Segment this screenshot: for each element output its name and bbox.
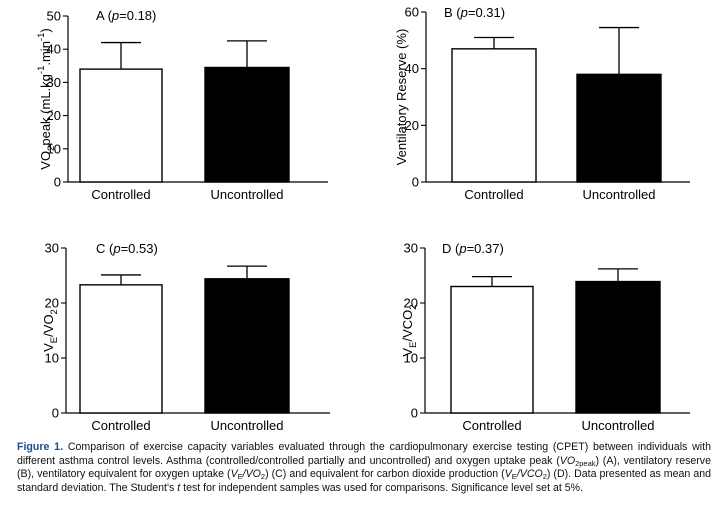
y-tick-label: 0	[52, 406, 59, 421]
y-axis-label-part: -1	[36, 33, 47, 41]
panel-label: C (	[96, 241, 114, 256]
p-symbol: p	[111, 8, 119, 23]
caption-run: V	[230, 468, 238, 481]
y-axis-label-part: 2	[49, 309, 60, 314]
y-tick-label: 10	[47, 141, 61, 156]
caption-label: Figure 1.	[17, 441, 64, 453]
y-tick-label: 0	[411, 406, 418, 421]
x-category-label: Controlled	[91, 418, 150, 433]
bar-controlled	[79, 68, 163, 183]
y-tick-label: 10	[45, 351, 59, 366]
caption-run: E	[237, 472, 243, 482]
p-value: =0.53)	[121, 241, 158, 256]
p-value: =0.18)	[119, 8, 156, 23]
y-axis-label-part: -1	[36, 66, 47, 74]
y-axis-label-part: V	[400, 348, 415, 357]
y-axis-label-part: /VCO	[400, 310, 415, 342]
y-axis-label-part: /VO	[41, 314, 56, 336]
caption-run: 2	[260, 472, 266, 482]
x-category-label: Controlled	[464, 187, 523, 202]
caption-run: 2peak	[575, 458, 596, 468]
caption-run: /VO	[242, 468, 261, 481]
y-axis-label-part: peak (mL.kg	[38, 74, 53, 146]
y-axis-label: VE/VO2	[41, 309, 60, 352]
bar-uncontrolled	[204, 278, 290, 414]
y-axis-label: Ventilatory Reserve (%)	[394, 29, 409, 166]
y-tick-label: 40	[47, 42, 61, 57]
bar-uncontrolled	[575, 280, 661, 414]
p-symbol: p	[460, 5, 468, 20]
p-symbol: p	[112, 241, 120, 256]
caption-run: E	[511, 472, 517, 482]
y-axis-label-part: 2	[408, 304, 419, 309]
caption-run: test for independent samples was used fo…	[180, 481, 583, 494]
panel-title: B (p=0.31)	[444, 5, 505, 20]
y-axis-label-part: E	[49, 337, 60, 343]
y-tick-label: 30	[404, 241, 418, 256]
figure-caption: Figure 1. Comparison of exercise capacit…	[17, 441, 711, 495]
y-axis-label-part: 2	[46, 146, 57, 151]
panel-title: A (p=0.18)	[96, 8, 156, 23]
y-axis-label-part: VO	[38, 151, 53, 170]
y-axis-label: VE/VCO2	[400, 304, 419, 356]
y-tick-label: 30	[47, 75, 61, 90]
y-tick-label: 30	[45, 241, 59, 256]
y-axis-label-part: .min	[38, 41, 53, 66]
p-symbol: p	[458, 241, 466, 256]
bar-controlled	[79, 284, 163, 414]
panel-label: B (	[444, 5, 461, 20]
y-tick-label: 0	[54, 175, 61, 190]
x-category-label: Controlled	[462, 418, 521, 433]
p-value: =0.37)	[467, 241, 504, 256]
bar-uncontrolled	[576, 73, 662, 183]
panel-title: D (p=0.37)	[442, 241, 504, 256]
x-category-label: Uncontrolled	[583, 187, 656, 202]
bar-controlled	[451, 48, 537, 183]
y-axis-label-part: Ventilatory Reserve (%)	[394, 29, 409, 166]
x-category-label: Uncontrolled	[211, 418, 284, 433]
y-tick-label: 0	[412, 175, 419, 190]
caption-run: V	[504, 468, 512, 481]
panel-label: A (	[96, 8, 113, 23]
caption-run: VO	[559, 454, 576, 467]
x-category-label: Uncontrolled	[582, 418, 655, 433]
y-axis-label-part: E	[408, 342, 419, 348]
caption-text: Comparison of exercise capacity variable…	[17, 441, 711, 494]
bar-uncontrolled	[204, 66, 290, 183]
y-axis-label-part: )	[38, 28, 53, 32]
y-tick-label: 10	[404, 351, 418, 366]
caption-run: ) (D). Data presented as mean and standa…	[17, 468, 711, 494]
y-tick-label: 20	[404, 296, 418, 311]
y-axis-label: VO2peak (mL.kg-1.min-1)	[36, 28, 57, 169]
caption-run: 2	[542, 472, 547, 482]
y-tick-label: 20	[405, 118, 419, 133]
x-category-label: Controlled	[91, 187, 150, 202]
p-value: =0.31)	[468, 5, 505, 20]
caption-run: ) (C) and equivalent for carbon dioxide …	[265, 468, 505, 481]
y-axis-label-part: V	[41, 343, 56, 352]
panel-label: D (	[442, 241, 460, 256]
caption-run: /VCO	[516, 468, 543, 481]
y-tick-label: 40	[405, 61, 419, 76]
y-tick-label: 20	[47, 108, 61, 123]
y-tick-label: 60	[405, 5, 419, 20]
y-tick-label: 20	[45, 296, 59, 311]
caption-run: Comparison of exercise capacity variable…	[17, 441, 711, 467]
x-category-label: Uncontrolled	[211, 187, 284, 202]
caption-run: ) (A), ventilatory reserve (B), ventilat…	[17, 454, 711, 481]
bar-controlled	[450, 285, 534, 414]
caption-run: t	[177, 481, 181, 494]
y-tick-label: 50	[47, 9, 61, 24]
panel-title: C (p=0.53)	[96, 241, 158, 256]
